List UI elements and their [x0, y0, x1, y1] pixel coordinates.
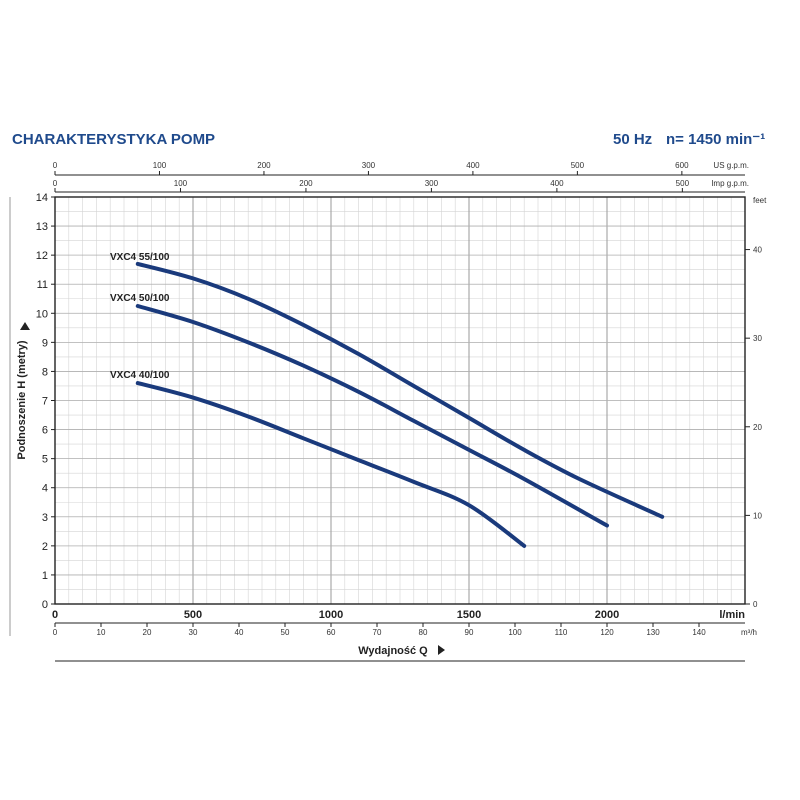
- imp-gpm-axis-label: Imp g.p.m.: [711, 179, 749, 188]
- x-tick-label: 1500: [457, 609, 481, 621]
- us-gpm-axis-label: US g.p.m.: [713, 161, 749, 170]
- m3h-tick-label: 70: [373, 628, 382, 637]
- m3h-tick-label: 140: [692, 628, 706, 637]
- y-tick-label: 1: [42, 570, 48, 582]
- m3h-axis-label: m³/h: [741, 628, 757, 637]
- us-gpm-tick-label: 0: [53, 161, 58, 170]
- imp-gpm-tick-label: 500: [676, 179, 690, 188]
- y-tick-label: 7: [42, 396, 48, 408]
- imp-gpm-tick-label: 200: [299, 179, 313, 188]
- us-gpm-tick-label: 600: [675, 161, 689, 170]
- feet-tick-label: 20: [753, 423, 762, 432]
- y-tick-label: 12: [36, 250, 48, 262]
- imp-gpm-tick-label: 100: [174, 179, 188, 188]
- feet-tick-label: 10: [753, 511, 762, 520]
- x-unit-label: l/min: [719, 609, 745, 621]
- y-axis-arrow-icon: [20, 322, 30, 330]
- series-line: [135, 304, 609, 528]
- series-line: [135, 381, 527, 548]
- us-gpm-tick-label: 400: [466, 161, 480, 170]
- us-gpm-tick-label: 500: [571, 161, 585, 170]
- feet-tick-label: 0: [753, 600, 758, 609]
- feet-axis-label: feet: [753, 196, 767, 205]
- x-tick-label: 1000: [319, 609, 343, 621]
- chart-title: CHARAKTERYSTYKA POMP: [12, 131, 215, 148]
- y-tick-label: 9: [42, 337, 48, 349]
- m3h-tick-label: 0: [53, 628, 58, 637]
- m3h-tick-label: 60: [327, 628, 336, 637]
- feet-tick-label: 30: [753, 334, 762, 343]
- y-tick-label: 6: [42, 425, 48, 437]
- x-tick-label: 500: [184, 609, 202, 621]
- y-tick-label: 11: [37, 279, 48, 291]
- y-tick-label: 10: [36, 308, 48, 320]
- y-axis-title: Podnoszenie H (metry): [16, 340, 28, 460]
- us-gpm-tick-label: 300: [362, 161, 376, 170]
- y-tick-label: 5: [42, 454, 48, 466]
- series-label: VXC4 55/100: [110, 252, 170, 263]
- x-axis-arrow-icon: [438, 645, 445, 655]
- m3h-tick-label: 100: [508, 628, 522, 637]
- m3h-tick-label: 130: [646, 628, 660, 637]
- y-tick-label: 13: [36, 221, 48, 233]
- imp-gpm-tick-label: 400: [550, 179, 564, 188]
- m3h-tick-label: 20: [143, 628, 152, 637]
- y-tick-label: 8: [42, 366, 48, 378]
- series-label: VXC4 40/100: [110, 370, 170, 381]
- m3h-tick-label: 10: [97, 628, 106, 637]
- m3h-tick-label: 120: [600, 628, 614, 637]
- y-tick-label: 0: [42, 599, 48, 611]
- m3h-tick-label: 40: [235, 628, 244, 637]
- m3h-tick-label: 110: [555, 628, 568, 637]
- m3h-tick-label: 50: [281, 628, 290, 637]
- x-tick-label: 0: [52, 609, 58, 621]
- feet-tick-label: 40: [753, 246, 762, 255]
- us-gpm-tick-label: 100: [153, 161, 167, 170]
- imp-gpm-tick-label: 0: [53, 179, 58, 188]
- m3h-tick-label: 80: [419, 628, 428, 637]
- y-tick-label: 2: [42, 541, 48, 553]
- y-tick-label: 4: [42, 483, 48, 495]
- y-tick-label: 3: [42, 512, 48, 524]
- frequency-label: 50 Hz: [613, 131, 652, 148]
- m3h-tick-label: 90: [465, 628, 474, 637]
- m3h-tick-label: 30: [189, 628, 198, 637]
- imp-gpm-tick-label: 300: [425, 179, 439, 188]
- us-gpm-tick-label: 200: [257, 161, 271, 170]
- y-tick-label: 14: [36, 192, 48, 204]
- x-tick-label: 2000: [595, 609, 619, 621]
- speed-label: n= 1450 min⁻¹: [666, 131, 765, 148]
- x-axis-title: Wydajność Q: [358, 645, 428, 657]
- series-line: [135, 261, 665, 519]
- series-label: VXC4 50/100: [110, 293, 170, 304]
